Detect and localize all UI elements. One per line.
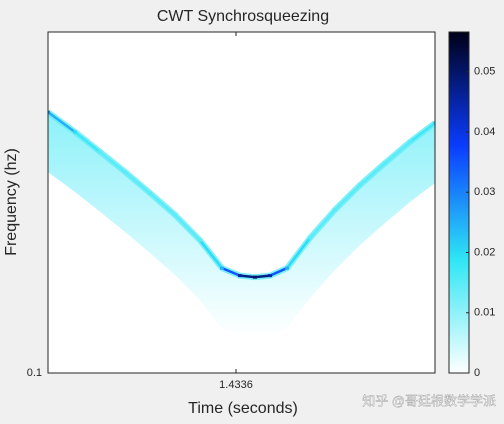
ridge-segment xyxy=(74,131,101,153)
colorbar-tick-label: 0.02 xyxy=(474,246,495,258)
ridge-point xyxy=(73,130,78,134)
chart-title: CWT Synchrosqueezing xyxy=(157,8,329,25)
ridge-segment xyxy=(239,274,256,279)
ridge-segment xyxy=(221,266,241,277)
ridge-segment xyxy=(48,111,76,134)
colorbar-tick-label: 0.05 xyxy=(474,66,495,78)
ridge-point xyxy=(197,238,202,242)
ridge-point xyxy=(48,110,50,114)
ridge-point xyxy=(284,266,289,270)
colorbar-tick-label: 0.01 xyxy=(474,307,495,319)
ridge-point xyxy=(308,236,313,240)
ridge-point xyxy=(407,140,412,144)
ridge-point xyxy=(98,150,103,154)
ridge-segment xyxy=(285,237,312,269)
ridge-point xyxy=(172,213,177,217)
plot-frame xyxy=(47,31,436,374)
ridge-point xyxy=(268,274,273,278)
ridge-segment xyxy=(309,208,336,239)
ridge-segment xyxy=(174,213,201,242)
ridge-point xyxy=(433,121,435,125)
ridge-segment xyxy=(254,274,271,279)
ridge-point xyxy=(383,161,388,165)
ridge-point xyxy=(252,275,257,279)
plot-layer xyxy=(48,109,435,338)
ridge-segment xyxy=(334,184,361,211)
ridge-segment xyxy=(384,140,411,164)
ridge-point xyxy=(357,183,362,187)
ridge-segment xyxy=(199,239,224,269)
ridge-point xyxy=(122,170,127,174)
x-axis-label: Time (seconds) xyxy=(188,400,298,417)
colorbar xyxy=(448,31,470,374)
colorbar-tick-label: 0 xyxy=(474,367,480,379)
ridge-point xyxy=(148,191,153,195)
ridge-point xyxy=(332,208,337,212)
ridge-point xyxy=(220,266,225,270)
ridge-segment xyxy=(99,150,126,173)
ridge-point xyxy=(237,274,242,278)
ridge-segment xyxy=(359,162,386,186)
colorbar-tick-label: 0.03 xyxy=(474,186,495,198)
colorbar-tick-label: 0.04 xyxy=(474,126,495,138)
y-axis-label: Frequency (hz) xyxy=(3,148,20,256)
watermark: 知乎 @哥廷根数学学派 xyxy=(362,393,496,408)
y-tick-label: 0.1 xyxy=(27,367,42,379)
x-tick-label: 1.4336 xyxy=(219,379,253,391)
ridge-segment xyxy=(409,121,435,143)
ridge-haze xyxy=(48,112,435,338)
ridge-segment xyxy=(269,267,288,277)
ridge-segment xyxy=(124,170,151,195)
ridge-segment xyxy=(149,192,176,216)
